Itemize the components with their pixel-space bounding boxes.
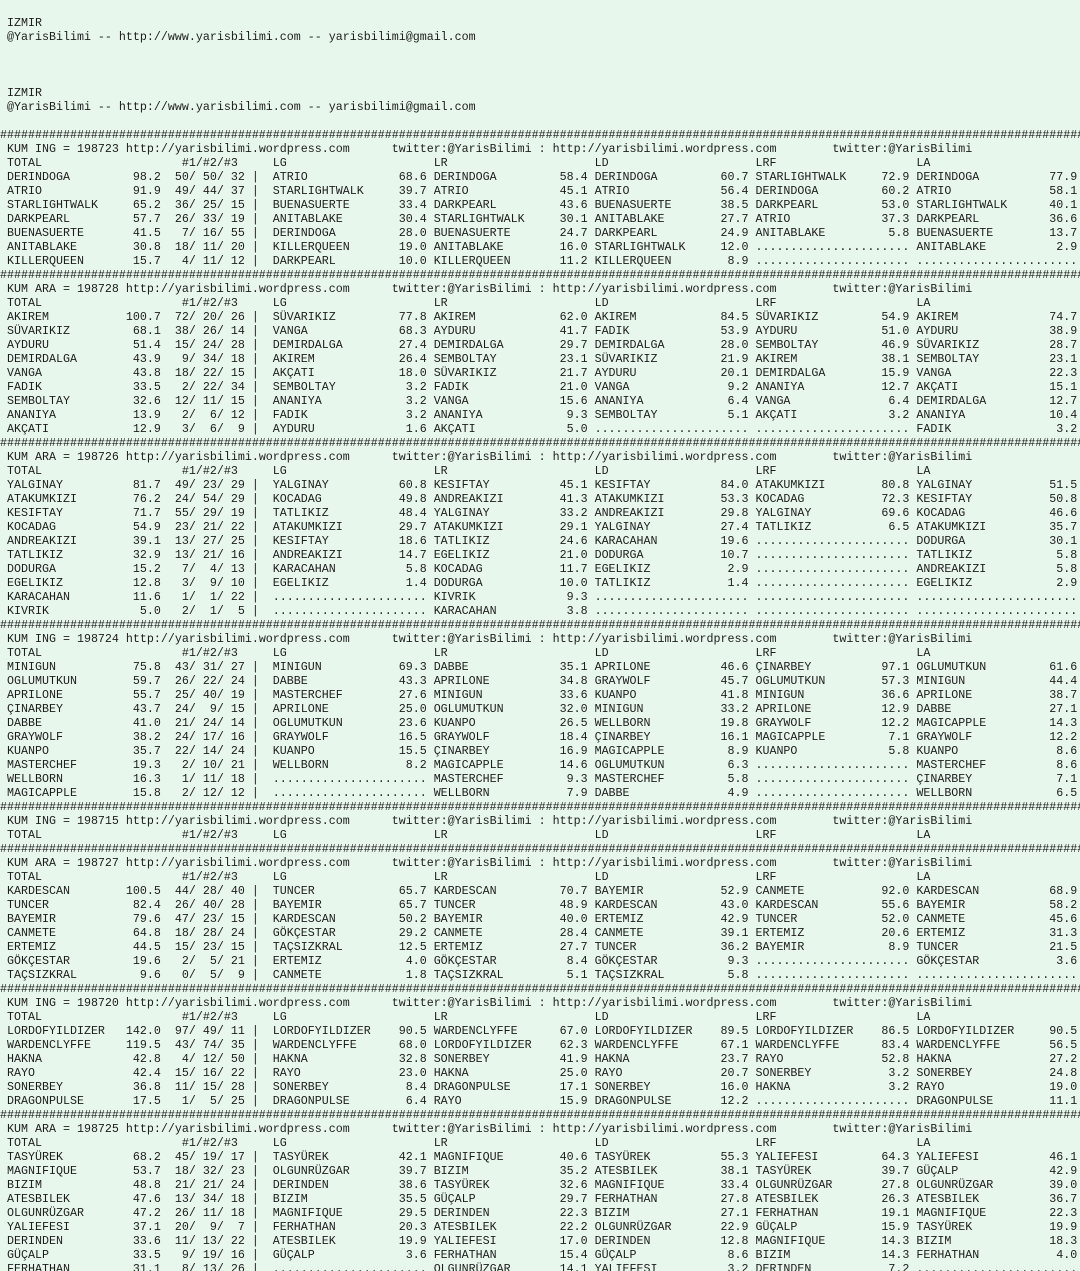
stats-row-line: BIZIM 48.8 21/ 21/ 24 | DERINDEN 38.6 TA… xyxy=(7,1177,1078,1192)
stats-row-line: MAGICAPPLE 15.8 2/ 12/ 12 | ............… xyxy=(7,785,1078,800)
stats-row-line: LORDOFYILDIZER 142.0 97/ 49/ 11 | LORDOF… xyxy=(7,1023,1078,1038)
stats-row-line: AKIREM 100.7 72/ 20/ 26 | SÜVARIKIZ 77.8… xyxy=(7,309,1078,324)
separator-line: ########################################… xyxy=(0,981,1080,996)
stats-row-line: GÜÇALP 33.5 9/ 19/ 16 | GÜÇALP 3.6 FERHA… xyxy=(7,1247,1078,1262)
stats-row-line: ATAKUMKIZI 76.2 24/ 54/ 29 | KOCADAG 49.… xyxy=(7,491,1078,506)
stats-row-line: ANDREAKIZI 39.1 13/ 27/ 25 | KESIFTAY 18… xyxy=(7,533,1078,548)
separator-line: ########################################… xyxy=(0,617,1080,632)
stats-row-line: OGLUMUTKUN 59.7 26/ 22/ 24 | DABBE 43.3 … xyxy=(7,673,1078,688)
stats-row-line: STARLIGHTWALK 65.2 36/ 25/ 15 | BUENASUE… xyxy=(7,197,1078,212)
stats-row-line: KUANPO 35.7 22/ 14/ 24 | KUANPO 15.5 ÇIN… xyxy=(7,743,1078,758)
section-header-line: KUM ING = 198724 http://yarisbilimi.word… xyxy=(7,631,973,646)
stats-row-line: VANGA 43.8 18/ 22/ 15 | AKÇATI 18.0 SÜVA… xyxy=(7,365,1078,380)
stats-row-line: SÜVARIKIZ 68.1 38/ 26/ 14 | VANGA 68.3 A… xyxy=(7,323,1078,338)
contact-line: @YarisBilimi -- http://www.yarisbilimi.c… xyxy=(7,99,476,114)
section-header-line: KUM ARA = 198725 http://yarisbilimi.word… xyxy=(7,1121,973,1136)
stats-row-line: FERHATHAN 31.1 8/ 13/ 26 | .............… xyxy=(7,1261,1078,1271)
stats-row-line: OLGUNRÜZGAR 47.2 26/ 11/ 18 | MAGNIFIQUE… xyxy=(7,1205,1078,1220)
stats-row-line: BUENASUERTE 41.5 7/ 16/ 55 | DERINDOGA 2… xyxy=(7,225,1078,240)
stats-row-line: GRAYWOLF 38.2 24/ 17/ 16 | GRAYWOLF 16.5… xyxy=(7,729,1078,744)
stats-row-line: DODURGA 15.2 7/ 4/ 13 | KARACAHAN 5.8 KO… xyxy=(7,561,1078,576)
stats-row-line: AKÇATI 12.9 3/ 6/ 9 | AYDURU 1.6 AKÇATI … xyxy=(7,421,1078,436)
stats-row-line: MASTERCHEF 19.3 2/ 10/ 21 | WELLBORN 8.2… xyxy=(7,757,1078,772)
blank-line xyxy=(7,114,1080,128)
blank-line xyxy=(7,58,1080,72)
section-header-line: KUM ARA = 198726 http://yarisbilimi.word… xyxy=(7,449,973,464)
stats-row-line: WELLBORN 16.3 1/ 11/ 18 | ..............… xyxy=(7,771,1078,786)
stats-row-line: KOCADAG 54.9 23/ 21/ 22 | ATAKUMKIZI 29.… xyxy=(7,519,1078,534)
column-header-line: TOTAL #1/#2/#3 LG LR LD LRF LA xyxy=(7,645,931,660)
location-line: IZMIR xyxy=(7,15,42,30)
blank-line xyxy=(7,72,1080,86)
stats-row-line: ATESBILEK 47.6 13/ 34/ 18 | BIZIM 35.5 G… xyxy=(7,1191,1078,1206)
stats-row-line: CANMETE 64.8 18/ 28/ 24 | GÖKÇESTAR 29.2… xyxy=(7,925,1078,940)
stats-row-line: TUNCER 82.4 26/ 40/ 28 | BAYEMIR 65.7 TU… xyxy=(7,897,1078,912)
stats-row-line: ATRIO 91.9 49/ 44/ 37 | STARLIGHTWALK 39… xyxy=(7,183,1078,198)
column-header-line: TOTAL #1/#2/#3 LG LR LD LRF LA xyxy=(7,827,931,842)
stats-row-line: TASYÜREK 68.2 45/ 19/ 17 | TASYÜREK 42.1… xyxy=(7,1149,1078,1164)
stats-row-line: RAYO 42.4 15/ 16/ 22 | RAYO 23.0 HAKNA 2… xyxy=(7,1065,1078,1080)
stats-row-line: TAÇSIZKRAL 9.6 0/ 5/ 9 | CANMETE 1.8 TAÇ… xyxy=(7,967,1078,982)
stats-row-line: KESIFTAY 71.7 55/ 29/ 19 | TATLIKIZ 48.4… xyxy=(7,505,1078,520)
stats-row-line: AYDURU 51.4 15/ 24/ 28 | DEMIRDALGA 27.4… xyxy=(7,337,1078,352)
stats-row-line: ERTEMIZ 44.5 15/ 23/ 15 | TAÇSIZKRAL 12.… xyxy=(7,939,1078,954)
stats-row-line: KARDESCAN 100.5 44/ 28/ 40 | TUNCER 65.7… xyxy=(7,883,1078,898)
stats-row-line: MINIGUN 75.8 43/ 31/ 27 | MINIGUN 69.3 D… xyxy=(7,659,1078,674)
section-header-line: KUM ARA = 198728 http://yarisbilimi.word… xyxy=(7,281,973,296)
stats-row-line: WARDENCLYFFE 119.5 43/ 74/ 35 | WARDENCL… xyxy=(7,1037,1078,1052)
stats-row-line: ANITABLAKE 30.8 18/ 11/ 20 | KILLERQUEEN… xyxy=(7,239,1078,254)
location-line: IZMIR xyxy=(7,85,42,100)
stats-row-line: HAKNA 42.8 4/ 12/ 50 | HAKNA 32.8 SONERB… xyxy=(7,1051,1078,1066)
stats-row-line: DERINDOGA 98.2 50/ 50/ 32 | ATRIO 68.6 D… xyxy=(7,169,1078,184)
section-header-line: KUM ING = 198723 http://yarisbilimi.word… xyxy=(7,141,973,156)
stats-row-line: BAYEMIR 79.6 47/ 23/ 15 | KARDESCAN 50.2… xyxy=(7,911,1078,926)
section-header-line: KUM ING = 198715 http://yarisbilimi.word… xyxy=(7,813,973,828)
stats-row-line: KILLERQUEEN 15.7 4/ 11/ 12 | DARKPEARL 1… xyxy=(7,253,1078,268)
stats-row-line: YALGINAY 81.7 49/ 23/ 29 | YALGINAY 60.8… xyxy=(7,477,1078,492)
stats-row-line: SONERBEY 36.8 11/ 15/ 28 | SONERBEY 8.4 … xyxy=(7,1079,1078,1094)
stats-row-line: GÖKÇESTAR 19.6 2/ 5/ 21 | ERTEMIZ 4.0 GÖ… xyxy=(7,953,1078,968)
column-header-line: TOTAL #1/#2/#3 LG LR LD LRF LA xyxy=(7,869,931,884)
column-header-line: TOTAL #1/#2/#3 LG LR LD LRF LA xyxy=(7,155,931,170)
racing-report: IZMIR @YarisBilimi -- http://www.yarisbil… xyxy=(0,12,1080,1271)
stats-row-line: KARACAHAN 11.6 1/ 1/ 22 | ..............… xyxy=(7,589,1078,604)
stats-row-line: SEMBOLTAY 32.6 12/ 11/ 15 | ANANIYA 3.2 … xyxy=(7,393,1078,408)
stats-row-line: MAGNIFIQUE 53.7 18/ 32/ 23 | OLGUNRÜZGAR… xyxy=(7,1163,1078,1178)
section-header-line: KUM ARA = 198727 http://yarisbilimi.word… xyxy=(7,855,973,870)
stats-row-line: YALIEFESI 37.1 20/ 9/ 7 | FERHATHAN 20.3… xyxy=(7,1219,1078,1234)
stats-row-line: DEMIRDALGA 43.9 9/ 34/ 18 | AKIREM 26.4 … xyxy=(7,351,1078,366)
stats-row-line: APRILONE 55.7 25/ 40/ 19 | MASTERCHEF 27… xyxy=(7,687,1078,702)
stats-row-line: TATLIKIZ 32.9 13/ 21/ 16 | ANDREAKIZI 14… xyxy=(7,547,1078,562)
separator-line: ########################################… xyxy=(0,435,1080,450)
column-header-line: TOTAL #1/#2/#3 LG LR LD LRF LA xyxy=(7,295,931,310)
separator-line: ########################################… xyxy=(0,267,1080,282)
stats-row-line: ÇINARBEY 43.7 24/ 9/ 15 | APRILONE 25.0 … xyxy=(7,701,1078,716)
stats-row-line: DABBE 41.0 21/ 24/ 14 | OGLUMUTKUN 23.6 … xyxy=(7,715,1078,730)
stats-row-line: DARKPEARL 57.7 26/ 33/ 19 | ANITABLAKE 3… xyxy=(7,211,1078,226)
separator-line: ########################################… xyxy=(0,841,1080,856)
section-header-line: KUM ING = 198720 http://yarisbilimi.word… xyxy=(7,995,973,1010)
column-header-line: TOTAL #1/#2/#3 LG LR LD LRF LA xyxy=(7,463,931,478)
column-header-line: TOTAL #1/#2/#3 LG LR LD LRF LA xyxy=(7,1135,931,1150)
stats-row-line: DRAGONPULSE 17.5 1/ 5/ 25 | DRAGONPULSE … xyxy=(7,1093,1078,1108)
separator-line: ########################################… xyxy=(0,127,1080,142)
stats-row-line: KIVRIK 5.0 2/ 1/ 5 | ...................… xyxy=(7,603,1078,618)
separator-line: ########################################… xyxy=(0,1107,1080,1122)
stats-row-line: DERINDEN 33.6 11/ 13/ 22 | ATESBILEK 19.… xyxy=(7,1233,1078,1248)
separator-line: ########################################… xyxy=(0,799,1080,814)
contact-line: @YarisBilimi -- http://www.yarisbilimi.c… xyxy=(7,29,476,44)
blank-line xyxy=(7,44,1080,58)
stats-row-line: FADIK 33.5 2/ 22/ 34 | SEMBOLTAY 3.2 FAD… xyxy=(7,379,1078,394)
column-header-line: TOTAL #1/#2/#3 LG LR LD LRF LA xyxy=(7,1009,931,1024)
stats-row-line: ANANIYA 13.9 2/ 6/ 12 | FADIK 3.2 ANANIY… xyxy=(7,407,1078,422)
stats-row-line: EGELIKIZ 12.8 3/ 9/ 10 | EGELIKIZ 1.4 DO… xyxy=(7,575,1078,590)
